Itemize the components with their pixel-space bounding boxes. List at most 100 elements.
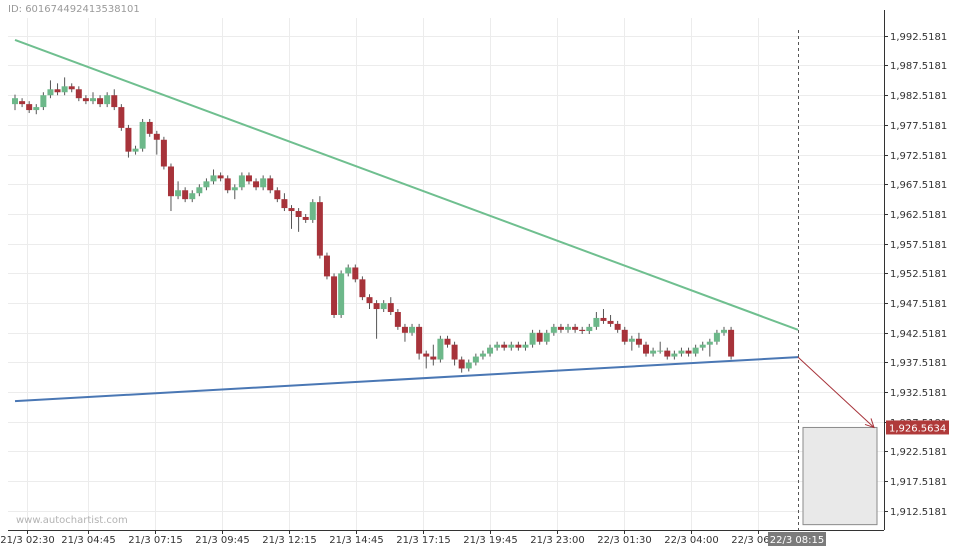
candle-body (338, 273, 345, 315)
candle-body (274, 190, 281, 200)
candle (104, 92, 111, 108)
candle-body (12, 98, 18, 105)
candle-body (295, 211, 302, 217)
candle-body (118, 107, 125, 128)
candle-body (302, 216, 309, 220)
candle (387, 297, 394, 315)
candle-body (423, 353, 430, 357)
candle (33, 104, 40, 115)
candle-body (175, 190, 182, 197)
candle-body (359, 279, 366, 298)
candle (316, 196, 323, 259)
candle (465, 359, 472, 372)
candle-body (54, 89, 61, 93)
x-tick-label: 21/3 09:45 (195, 535, 249, 546)
candle (345, 264, 352, 277)
candle (501, 341, 508, 351)
candle (635, 332, 642, 348)
candle-body (557, 326, 564, 330)
candle (692, 344, 699, 357)
candle-body (288, 208, 295, 212)
candle-body (75, 89, 82, 99)
candle (338, 270, 345, 318)
resistance-trendline (14, 39, 799, 331)
candle-body (451, 344, 458, 360)
candle (508, 341, 515, 351)
candle-body (97, 98, 104, 105)
candle-body (125, 127, 132, 152)
candle (423, 350, 430, 369)
candle-body (231, 187, 238, 191)
candle-body (472, 356, 479, 363)
axes: 1,912.51811,917.51811,922.51811,927.5181… (0, 10, 949, 546)
candle-body (494, 344, 501, 348)
y-tick-label: 1,957.5181 (890, 240, 947, 251)
candle-body (366, 297, 373, 304)
candle (153, 130, 160, 155)
candle (522, 341, 529, 351)
candle (295, 208, 302, 232)
candle (650, 347, 657, 357)
candle-body (593, 317, 600, 327)
y-tick-label: 1,937.5181 (890, 358, 947, 369)
candle (253, 178, 260, 191)
candle-body (224, 178, 231, 191)
candle (494, 341, 501, 351)
x-tick-label: 21/3 19:45 (463, 535, 517, 546)
candle-body (316, 202, 323, 256)
candle-body (706, 341, 713, 345)
candle (430, 344, 437, 366)
candle-body (501, 344, 508, 348)
x-tick-label: 22/3 01:30 (597, 535, 651, 546)
candle (167, 163, 174, 212)
candle (713, 329, 720, 345)
candle-body (664, 350, 671, 357)
candle-body (572, 326, 579, 330)
x-tick-label: 21/3 14:45 (329, 535, 383, 546)
candle-body (635, 338, 642, 345)
candle (238, 172, 245, 191)
candles (12, 77, 735, 373)
candle-body (267, 178, 274, 191)
candle (210, 169, 217, 185)
x-tick-label: 21/3 23:00 (530, 535, 584, 546)
y-tick-label: 1,917.5181 (890, 477, 947, 488)
candle (444, 335, 451, 348)
candle-body (40, 95, 47, 108)
x-tick-label: 21/3 17:15 (396, 535, 450, 546)
candle (224, 175, 231, 194)
candle-body (352, 267, 359, 280)
candle-body (508, 344, 515, 348)
candle-body (153, 133, 160, 140)
x-tick-label: 21/3 04:45 (61, 535, 115, 546)
candle-body (685, 350, 692, 354)
candle (139, 118, 146, 152)
candle (309, 199, 316, 223)
x-tick-label: 22/3 06:30 (731, 535, 785, 546)
candle-body (33, 107, 40, 111)
y-tick-label: 1,977.5181 (890, 121, 947, 132)
candle (26, 101, 33, 114)
candle-body (167, 166, 174, 197)
candle-body (281, 199, 288, 209)
candle (111, 89, 118, 111)
candle (628, 335, 635, 351)
candle (203, 178, 210, 191)
candle (19, 98, 26, 108)
candle (231, 184, 238, 200)
candle (323, 252, 330, 280)
candle (125, 124, 132, 158)
candle (132, 145, 139, 155)
candle-body (203, 181, 210, 188)
candle-body (182, 190, 189, 200)
candle-body (68, 86, 75, 90)
candle (579, 326, 586, 334)
gridlines (8, 18, 884, 530)
candle (416, 323, 423, 360)
candle (529, 329, 536, 348)
candle (260, 175, 267, 191)
candle-body (621, 329, 628, 342)
candle-body (245, 175, 252, 182)
candle-body (196, 187, 203, 194)
